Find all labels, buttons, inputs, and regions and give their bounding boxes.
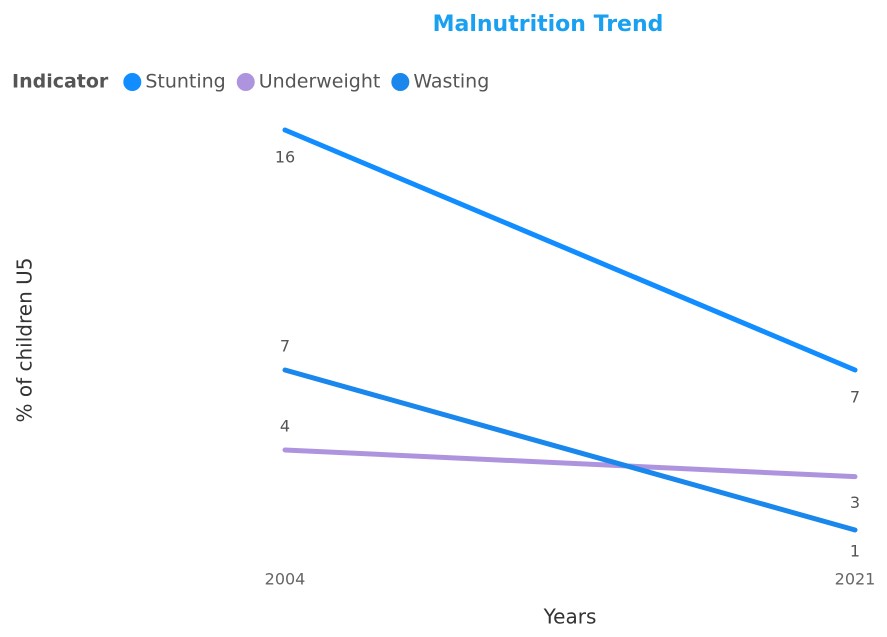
x-axis-label: Years	[543, 605, 597, 629]
data-label: 7	[850, 388, 860, 407]
legend-label: Wasting	[413, 71, 489, 93]
data-label: 7	[280, 337, 290, 356]
data-label: 1	[850, 542, 860, 561]
legend-marker	[236, 73, 255, 91]
x-tick-label: 2021	[835, 570, 876, 589]
legend-title: Indicator	[12, 71, 109, 93]
legend-marker	[123, 73, 142, 91]
y-axis-label: % of children U5	[13, 258, 37, 423]
line	[282, 127, 858, 373]
data-label: 3	[850, 493, 860, 512]
legend-label: Stunting	[145, 71, 225, 93]
line	[282, 447, 858, 480]
data-label: 16	[275, 148, 295, 167]
x-tick-label: 2004	[265, 570, 306, 589]
legend-marker	[391, 73, 410, 91]
line	[282, 367, 858, 533]
data-label: 4	[280, 417, 290, 436]
chart-title: Malnutrition Trend	[433, 12, 664, 37]
legend-label: Underweight	[259, 71, 381, 93]
